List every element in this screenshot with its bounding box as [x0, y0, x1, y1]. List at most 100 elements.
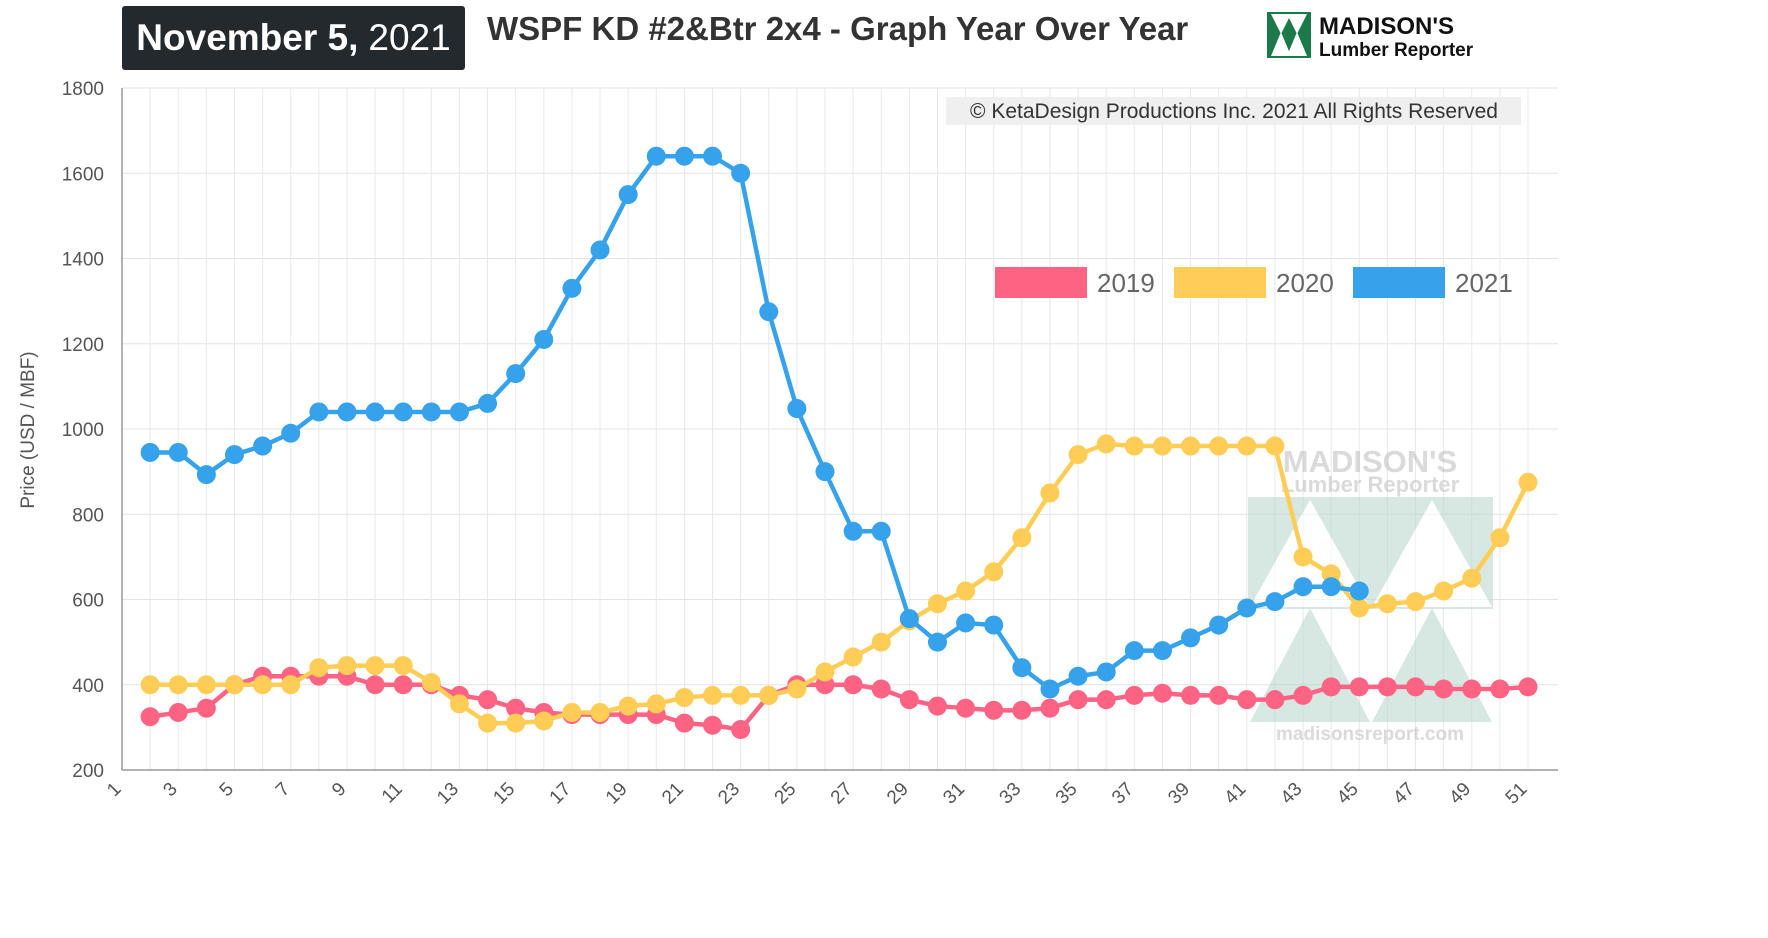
data-point-2021	[224, 445, 244, 465]
legend-swatch-2019	[995, 267, 1087, 298]
data-point-2021	[478, 393, 498, 413]
x-tick-label: 33	[996, 779, 1026, 809]
data-point-2020	[927, 594, 947, 614]
data-point-2021	[899, 609, 919, 629]
data-point-2020	[562, 702, 582, 722]
y-tick-label: 1000	[62, 420, 104, 441]
x-tick-label: 43	[1277, 779, 1307, 809]
x-tick-label: 45	[1333, 779, 1363, 809]
data-point-2019	[899, 690, 919, 710]
data-point-2021	[196, 465, 216, 485]
data-point-2020	[1237, 436, 1257, 456]
watermark-mark-icon	[1248, 497, 1493, 722]
data-point-2020	[1293, 547, 1313, 567]
data-point-2020	[393, 656, 413, 676]
x-tick-label: 29	[883, 779, 913, 809]
y-tick-label: 400	[72, 676, 104, 697]
data-point-2020	[140, 675, 160, 695]
data-point-2019	[984, 700, 1004, 720]
x-tick-label: 51	[1502, 779, 1532, 809]
data-point-2020	[871, 632, 891, 652]
data-point-2021	[506, 364, 526, 384]
x-tick-label: 17	[546, 779, 576, 809]
data-point-2021	[731, 163, 751, 183]
x-tick-label: 41	[1221, 779, 1251, 809]
y-tick-label: 200	[72, 761, 104, 782]
data-point-2020	[1265, 436, 1285, 456]
data-point-2020	[787, 679, 807, 699]
data-point-2021	[534, 329, 554, 349]
data-point-2021	[1209, 615, 1229, 635]
data-point-2019	[1124, 685, 1144, 705]
x-tick-label: 13	[433, 779, 463, 809]
copyright-background	[946, 97, 1521, 125]
data-point-2019	[1096, 690, 1116, 710]
data-point-2021	[646, 146, 666, 166]
y-tick-label: 1400	[62, 250, 104, 271]
data-point-2021	[562, 278, 582, 298]
data-point-2020	[1406, 592, 1426, 612]
series-2021	[140, 146, 1369, 699]
x-tick-label: 5	[216, 779, 238, 801]
data-point-2019	[1293, 685, 1313, 705]
legend-swatch-2021	[1353, 267, 1445, 298]
data-point-2021	[1265, 592, 1285, 612]
data-point-2019	[1321, 677, 1341, 697]
data-point-2019	[1349, 677, 1369, 697]
data-point-2019	[1265, 690, 1285, 710]
data-point-2019	[1181, 685, 1201, 705]
y-tick-label: 600	[72, 591, 104, 612]
y-tick-label: 800	[72, 505, 104, 526]
x-tick-label: 9	[328, 779, 350, 801]
data-point-2020	[281, 675, 301, 695]
data-point-2020	[956, 581, 976, 601]
data-point-2020	[1068, 445, 1088, 465]
date-year: 2021	[368, 17, 451, 58]
data-point-2019	[703, 715, 723, 735]
data-point-2020	[1490, 528, 1510, 548]
data-point-2020	[731, 685, 751, 705]
data-point-2020	[1012, 528, 1032, 548]
data-point-2020	[196, 675, 216, 695]
data-point-2020	[506, 713, 526, 733]
data-point-2021	[787, 399, 807, 419]
data-point-2020	[1040, 483, 1060, 503]
data-point-2021	[618, 185, 638, 205]
data-point-2021	[984, 615, 1004, 635]
series-layer	[140, 146, 1538, 740]
data-point-2020	[843, 647, 863, 667]
data-point-2020	[646, 694, 666, 714]
data-point-2020	[309, 658, 329, 678]
data-point-2020	[1434, 581, 1454, 601]
data-point-2019	[140, 707, 160, 727]
data-point-2021	[1124, 641, 1144, 661]
data-point-2021	[1096, 662, 1116, 682]
data-point-2021	[927, 632, 947, 652]
data-point-2019	[731, 720, 751, 740]
data-point-2019	[843, 675, 863, 695]
data-point-2019	[1152, 683, 1172, 703]
data-point-2019	[393, 675, 413, 695]
brand-logo: MADISON'S Lumber Reporter	[1267, 12, 1474, 61]
data-point-2021	[674, 146, 694, 166]
data-point-2019	[1068, 690, 1088, 710]
data-point-2019	[1518, 677, 1538, 697]
data-point-2020	[421, 673, 441, 693]
chart-title: WSPF KD #2&Btr 2x4 - Graph Year Over Yea…	[487, 10, 1189, 47]
data-point-2019	[1434, 679, 1454, 699]
data-point-2021	[1152, 641, 1172, 661]
data-point-2021	[815, 462, 835, 482]
data-point-2019	[1406, 677, 1426, 697]
data-point-2020	[1349, 598, 1369, 618]
x-axis-ticks: 1 3 5 7 9 11 13 15 17 19 21 23 25 27 29 31 33 35 37 39 41 43 4…	[103, 779, 1531, 809]
data-point-2020	[1152, 436, 1172, 456]
data-point-2020	[1096, 434, 1116, 454]
series-2019	[140, 666, 1538, 740]
data-point-2020	[1462, 568, 1482, 588]
legend-swatch-2020	[1174, 267, 1266, 298]
date-main: November 5,	[136, 17, 359, 58]
data-point-2020	[1518, 472, 1538, 492]
data-point-2019	[927, 696, 947, 716]
data-point-2021	[590, 240, 610, 260]
x-tick-label: 7	[272, 779, 294, 801]
